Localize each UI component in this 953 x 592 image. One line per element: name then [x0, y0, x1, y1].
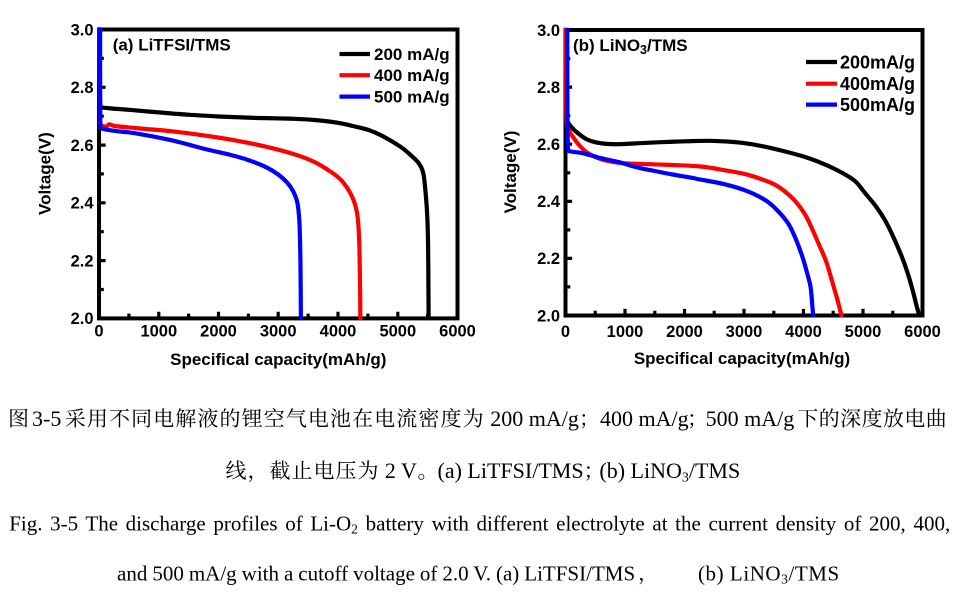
svg-text:2.0: 2.0 — [537, 307, 560, 325]
svg-text:and 500 mA/g with a cutoff vol: and 500 mA/g with a cutoff voltage of 2.… — [117, 561, 635, 585]
svg-text:200 mA/g: 200 mA/g — [490, 406, 579, 431]
svg-text:2.8: 2.8 — [537, 79, 560, 97]
svg-text:0: 0 — [94, 323, 103, 341]
svg-text:200mA/g: 200mA/g — [840, 52, 915, 72]
svg-text:6000: 6000 — [904, 323, 941, 341]
svg-text:3.0: 3.0 — [537, 22, 560, 40]
svg-text:400 mA/g: 400 mA/g — [374, 66, 450, 85]
svg-text:1000: 1000 — [140, 323, 177, 341]
svg-text:(a) LiTFSI/TMS: (a) LiTFSI/TMS — [113, 36, 231, 55]
svg-text:5000: 5000 — [845, 323, 882, 341]
svg-text:3000: 3000 — [260, 323, 297, 341]
svg-text:500mA/g: 500mA/g — [840, 95, 915, 115]
svg-text:1000: 1000 — [607, 323, 644, 341]
svg-text:3-5: 3-5 — [32, 406, 61, 431]
svg-text:3000: 3000 — [726, 323, 763, 341]
svg-text:2.2: 2.2 — [537, 250, 560, 268]
svg-text:Voltage(V): Voltage(V) — [36, 132, 55, 215]
svg-text:Specifical capacity(mAh/g): Specifical capacity(mAh/g) — [634, 349, 850, 368]
svg-text:400 mA/g: 400 mA/g — [600, 406, 689, 431]
svg-text:2000: 2000 — [666, 323, 703, 341]
svg-text:(a) LiTFSI/TMS: (a) LiTFSI/TMS — [438, 458, 584, 483]
svg-text:200 mA/g: 200 mA/g — [374, 45, 450, 64]
svg-text:2.6: 2.6 — [537, 136, 560, 154]
svg-text:2.4: 2.4 — [537, 193, 561, 211]
svg-text:2 V: 2 V — [385, 458, 417, 483]
svg-text:(b) LiNO3/TMS: (b) LiNO3/TMS — [698, 561, 840, 586]
svg-text:0: 0 — [561, 323, 570, 341]
svg-text:2.2: 2.2 — [71, 252, 94, 270]
svg-text:6000: 6000 — [439, 323, 476, 341]
svg-text:Specifical capacity(mAh/g): Specifical capacity(mAh/g) — [170, 350, 386, 369]
svg-text:4000: 4000 — [785, 323, 822, 341]
svg-text:2.4: 2.4 — [71, 195, 95, 213]
svg-text:Fig. 3-5 The discharge profile: Fig. 3-5 The discharge profiles of Li-O2… — [9, 512, 950, 537]
svg-text:3.0: 3.0 — [71, 21, 94, 39]
svg-text:400mA/g: 400mA/g — [840, 74, 915, 94]
svg-text:500 mA/g: 500 mA/g — [374, 88, 450, 107]
svg-text:2.0: 2.0 — [71, 310, 94, 328]
svg-text:(b) LiNO3/TMS: (b) LiNO3/TMS — [599, 458, 740, 486]
svg-text:2.8: 2.8 — [71, 79, 94, 97]
svg-text:Voltage(V): Voltage(V) — [501, 131, 520, 214]
svg-text:5000: 5000 — [379, 323, 416, 341]
svg-text:500 mA/g: 500 mA/g — [706, 406, 795, 431]
svg-text:2000: 2000 — [200, 323, 237, 341]
svg-text:2.6: 2.6 — [71, 137, 94, 155]
svg-text:(b) LiNO3/TMS: (b) LiNO3/TMS — [573, 36, 688, 57]
svg-text:4000: 4000 — [320, 323, 357, 341]
